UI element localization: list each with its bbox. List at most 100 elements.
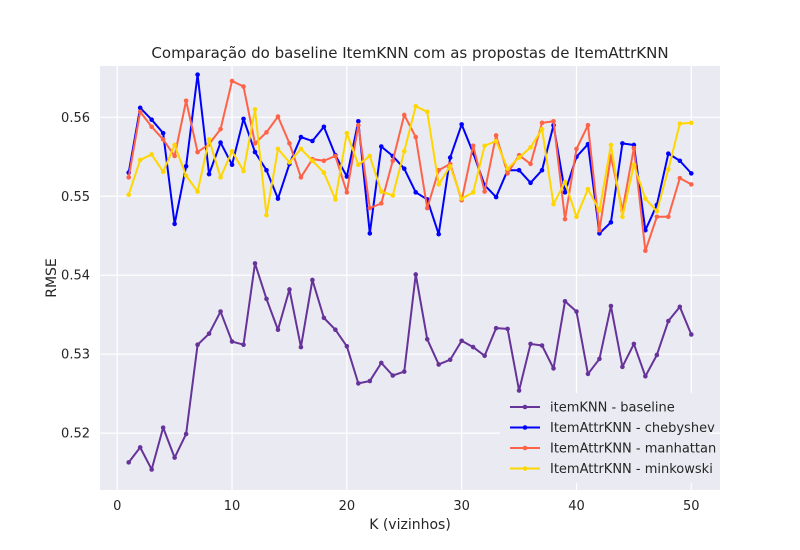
data-point (666, 167, 671, 172)
series-itemattrknn-minkowski (126, 103, 694, 220)
data-point (252, 149, 258, 155)
data-point (482, 189, 487, 194)
data-point (505, 171, 510, 176)
data-point (401, 148, 407, 154)
data-point (218, 140, 223, 145)
data-point (183, 173, 189, 179)
data-point (333, 327, 338, 333)
data-point (264, 296, 269, 302)
data-point (298, 146, 304, 152)
data-point (367, 205, 373, 211)
data-point (367, 231, 373, 236)
data-point (149, 124, 154, 130)
data-point (321, 124, 327, 130)
data-point (206, 137, 212, 142)
data-point (264, 130, 269, 135)
data-point (620, 214, 625, 220)
series-group (126, 72, 694, 472)
data-point (310, 158, 315, 164)
data-point (597, 356, 602, 362)
data-point (585, 122, 591, 128)
data-point (195, 342, 200, 348)
legend-marker (522, 445, 528, 451)
data-point (666, 318, 671, 324)
data-point (356, 122, 361, 128)
data-point (620, 364, 625, 370)
data-point (206, 331, 212, 336)
data-point (539, 167, 545, 173)
data-point (356, 162, 361, 167)
data-point (218, 175, 223, 180)
data-point (528, 161, 533, 167)
data-point (505, 326, 510, 332)
data-point (160, 130, 166, 136)
data-point (241, 116, 246, 122)
data-point (275, 327, 281, 333)
data-point (424, 109, 430, 115)
data-point (447, 155, 453, 160)
data-point (333, 153, 338, 159)
data-point (275, 196, 281, 201)
data-point (551, 201, 556, 207)
data-point (378, 201, 384, 206)
data-point (252, 261, 258, 266)
data-point (287, 160, 292, 165)
data-point (344, 130, 350, 136)
data-point (413, 134, 419, 140)
data-point (149, 117, 154, 122)
data-point (516, 388, 522, 393)
data-point (298, 134, 304, 140)
data-point (677, 175, 683, 181)
data-point (160, 137, 166, 142)
data-point (654, 208, 660, 214)
data-point (585, 371, 591, 377)
data-point (688, 182, 694, 187)
data-point (137, 109, 143, 115)
data-point (229, 339, 235, 344)
data-point (666, 151, 671, 156)
data-point (160, 169, 166, 175)
data-point (436, 362, 442, 367)
legend-marker (522, 466, 528, 471)
data-point (424, 336, 430, 342)
data-point (344, 174, 350, 179)
data-point (585, 186, 591, 192)
series-line (127, 262, 693, 471)
data-point (654, 214, 660, 220)
y-tick-label: 0.52 (61, 427, 90, 442)
data-point (493, 138, 499, 144)
legend-label: ItemAttrKNN - minkowski (550, 462, 713, 477)
data-point (574, 214, 579, 220)
data-point (241, 342, 246, 348)
data-point (172, 221, 177, 227)
data-point (356, 381, 361, 386)
data-point (321, 315, 327, 321)
data-point (172, 142, 177, 148)
x-tick-label: 40 (568, 499, 585, 514)
data-point (275, 146, 281, 152)
data-point (206, 171, 212, 177)
data-point (183, 431, 189, 437)
x-tick-label: 50 (683, 499, 700, 514)
data-point (390, 373, 396, 378)
data-point (195, 189, 200, 194)
data-point (551, 366, 556, 371)
data-point (516, 167, 522, 173)
data-point (401, 112, 407, 118)
data-point (126, 175, 132, 180)
data-point (183, 163, 189, 169)
y-tick-label: 0.54 (61, 269, 90, 284)
data-point (241, 84, 246, 89)
data-point (149, 467, 154, 472)
data-point (562, 298, 568, 304)
data-point (597, 231, 602, 236)
data-point (493, 325, 499, 331)
data-point (574, 146, 579, 152)
data-point (287, 141, 292, 146)
data-point (631, 145, 637, 151)
data-point (218, 309, 223, 314)
data-point (160, 425, 166, 430)
data-point (390, 158, 396, 164)
y-tick-label: 0.53 (61, 348, 90, 363)
data-point (378, 189, 384, 194)
